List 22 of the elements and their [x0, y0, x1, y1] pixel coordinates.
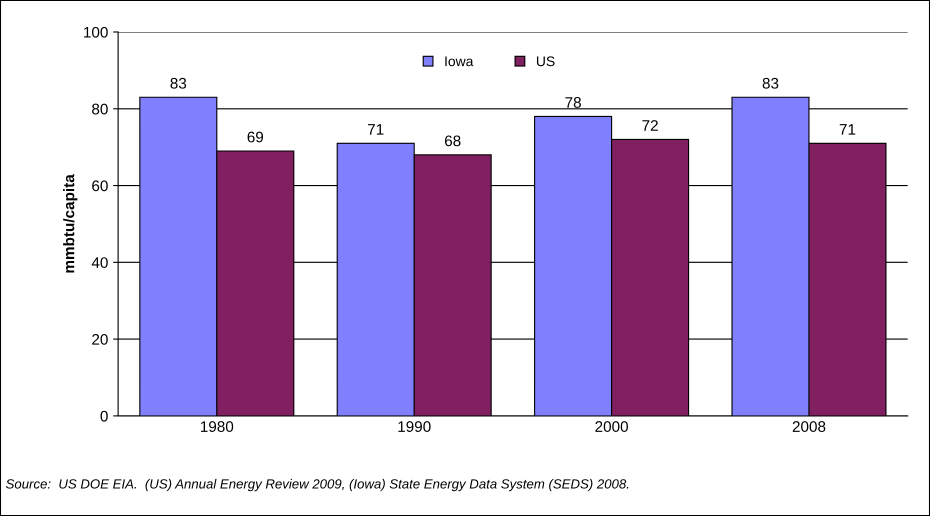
data-label: 68 — [444, 135, 461, 146]
source-note: Source: US DOE EIA. (US) Annual Energy Review 2009, (Iowa) State Energy Data System (SEDS) 2008. — [6, 478, 628, 492]
data-label: 72 — [642, 120, 658, 131]
legend-label: US — [536, 56, 555, 66]
y-tick-label: 60 — [92, 180, 108, 192]
y-tick-label: 100 — [84, 26, 108, 38]
y-tick-label: 40 — [92, 257, 108, 268]
data-label: 69 — [248, 132, 264, 142]
y-tick-label: 0 — [100, 410, 108, 422]
y-tick-label: 20 — [92, 334, 108, 345]
legend-label: Iowa — [445, 56, 474, 66]
data-label: 71 — [368, 124, 384, 135]
x-tick-label: 2000 — [595, 421, 628, 432]
data-label: 83 — [170, 78, 186, 89]
y-axis-title: mmbtu/capita — [63, 174, 78, 273]
data-label: 83 — [762, 78, 778, 89]
y-tick-label: 80 — [92, 104, 108, 114]
data-label: 71 — [840, 124, 856, 135]
data-label: 78 — [565, 97, 581, 108]
x-tick-label: 2008 — [792, 421, 826, 432]
x-tick-label: 1990 — [398, 421, 431, 432]
x-tick-label: 1980 — [200, 421, 234, 432]
